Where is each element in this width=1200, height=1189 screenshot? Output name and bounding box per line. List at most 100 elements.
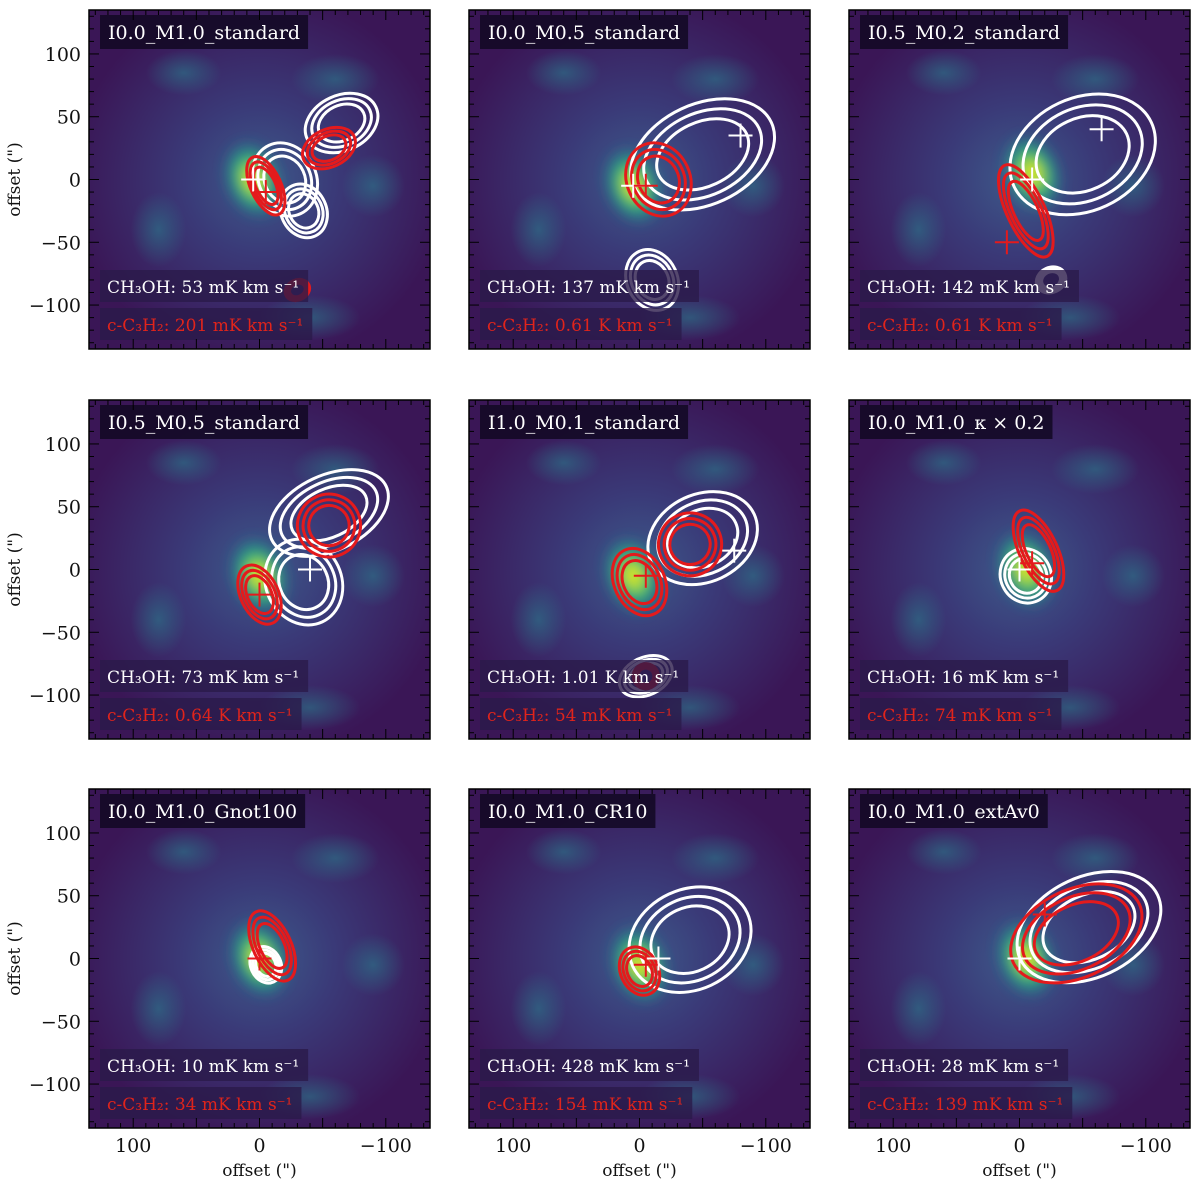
- c3h2-legend-box: [480, 1087, 693, 1119]
- c3h2-contour: [1032, 900, 1120, 967]
- ch3oh-legend: CH₃OH: 1.01 K km s⁻¹: [487, 668, 679, 688]
- ch3oh-legend-box: [100, 270, 309, 302]
- diffuse-emission: [145, 829, 222, 875]
- diffuse-emission: [291, 832, 380, 884]
- panel-title: I0.0_M0.5_standard: [488, 22, 680, 44]
- c3h2-contour: [248, 160, 283, 212]
- x-axis-label: offset ("): [982, 1161, 1056, 1181]
- ch3oh-contour: [998, 547, 1054, 605]
- ch3oh-contour: [277, 553, 331, 612]
- y-tick-label: −50: [41, 232, 81, 254]
- x-tick-label: 100: [875, 1135, 911, 1157]
- panel-title-box: [860, 405, 1053, 439]
- panel-9: I0.0_M1.0_extAv0 CH₃OH: 28 mK km s⁻¹ c-C₃H…: [848, 788, 1191, 1181]
- x-tick-label: 100: [115, 1135, 151, 1157]
- ch3oh-contour: [1041, 889, 1137, 965]
- y-tick-label: −100: [29, 1074, 81, 1096]
- ch3oh-contour: [256, 147, 314, 212]
- x-tick-label: 0: [633, 1135, 645, 1157]
- diffuse-emission: [1051, 443, 1140, 495]
- diffuse-emission: [671, 832, 760, 884]
- ch3oh-contour: [638, 894, 742, 985]
- panel-3: I0.5_M0.2_standard CH₃OH: 142 mK km s⁻¹ c-…: [848, 9, 1191, 350]
- c3h2-contour: [255, 922, 289, 970]
- panel-title-box: [100, 15, 309, 49]
- panel-title: I0.5_M0.5_standard: [108, 412, 300, 434]
- panel-title: I0.0_M1.0_standard: [108, 22, 300, 44]
- y-tick-label: −50: [41, 622, 81, 644]
- ch3oh-contour: [289, 483, 369, 543]
- ch3oh-contour: [1007, 556, 1044, 595]
- c3h2-contour: [251, 915, 293, 977]
- x-axis-label: offset ("): [602, 1161, 676, 1181]
- ch3oh-legend-box: [100, 1049, 309, 1081]
- diffuse-emission: [890, 192, 947, 268]
- c3h2-legend: c-C₃H₂: 201 mK km s⁻¹: [107, 316, 303, 336]
- ch3oh-legend: CH₃OH: 53 mK km s⁻¹: [107, 278, 299, 298]
- ch3oh-legend: CH₃OH: 73 mK km s⁻¹: [107, 668, 299, 688]
- panel-title: I0.0_M1.0_κ × 0.2: [868, 412, 1044, 434]
- ch3oh-legend-box: [480, 660, 689, 692]
- c3h2-legend-box: [860, 698, 1062, 730]
- c3h2-contour: [610, 546, 669, 618]
- ch3oh-legend-box: [860, 270, 1079, 302]
- diffuse-emission: [130, 192, 187, 268]
- y-tick-label: 50: [57, 497, 81, 519]
- ch3oh-contour: [278, 182, 329, 240]
- ch3oh-contour: [248, 945, 284, 985]
- y-tick-label: −100: [29, 295, 81, 317]
- c3h2-contour: [635, 154, 681, 205]
- c3h2-contour: [236, 563, 283, 626]
- c3h2-contour: [624, 141, 693, 218]
- diffuse-emission: [291, 53, 380, 105]
- y-axis-label: offset ("): [5, 532, 25, 606]
- diffuse-emission: [1051, 832, 1140, 884]
- c3h2-contour: [1021, 891, 1132, 976]
- panel-title-box: [860, 794, 1048, 828]
- c3h2-contour: [617, 945, 662, 997]
- diffuse-emission: [510, 971, 567, 1047]
- ch3oh-contour: [1028, 879, 1150, 975]
- ch3oh-legend: CH₃OH: 28 mK km s⁻¹: [867, 1057, 1059, 1077]
- c3h2-contour: [1016, 515, 1061, 586]
- c3h2-legend: c-C₃H₂: 0.61 K km s⁻¹: [867, 316, 1053, 336]
- c3h2-legend: c-C₃H₂: 34 mK km s⁻¹: [107, 1095, 292, 1115]
- panel-title: I0.0_M1.0_extAv0: [868, 801, 1040, 823]
- panel-title: I0.5_M0.2_standard: [868, 22, 1060, 44]
- diffuse-emission: [525, 50, 602, 96]
- y-tick-label: −100: [29, 685, 81, 707]
- panel-title-box: [100, 405, 309, 439]
- c3h2-contour: [245, 155, 287, 217]
- c3h2-contour: [615, 553, 664, 612]
- c3h2-contour: [295, 492, 363, 559]
- c3h2-legend: c-C₃H₂: 74 mK km s⁻¹: [867, 706, 1052, 726]
- panel-title-box: [480, 405, 689, 439]
- y-tick-label: −50: [41, 1011, 81, 1033]
- ch3oh-legend-box: [480, 1049, 699, 1081]
- panel-8: I0.0_M1.0_CR10 CH₃OH: 428 mK km s⁻¹ c-C₃H₂…: [468, 788, 811, 1181]
- panel-title-box: [480, 15, 689, 49]
- diffuse-emission: [1101, 544, 1165, 608]
- diffuse-emission: [510, 582, 567, 658]
- ch3oh-contour: [627, 885, 753, 994]
- ch3oh-legend: CH₃OH: 142 mK km s⁻¹: [867, 278, 1070, 298]
- x-axis-label: offset ("): [222, 1161, 296, 1181]
- c3h2-contour: [307, 503, 351, 548]
- panel-title-box: [100, 794, 306, 828]
- ch3oh-contour: [1003, 551, 1049, 600]
- c3h2-contour: [1001, 171, 1050, 251]
- c3h2-contour: [630, 147, 687, 212]
- c3h2-legend-box: [100, 1087, 302, 1119]
- panel-1: I0.0_M1.0_standard CH₃OH: 53 mK km s⁻¹ c-C…: [5, 9, 431, 350]
- y-tick-label: 100: [45, 434, 81, 456]
- ch3oh-contour: [1034, 114, 1131, 195]
- c3h2-legend-box: [100, 308, 313, 340]
- c3h2-contour: [1020, 523, 1057, 579]
- diffuse-emission: [291, 443, 380, 495]
- diffuse-emission: [890, 582, 947, 658]
- c3h2-contour: [668, 522, 712, 566]
- diffuse-emission: [721, 544, 785, 608]
- c3h2-legend-box: [480, 698, 682, 730]
- panel-4: I0.5_M0.5_standard CH₃OH: 73 mK km s⁻¹ c-C…: [5, 399, 431, 740]
